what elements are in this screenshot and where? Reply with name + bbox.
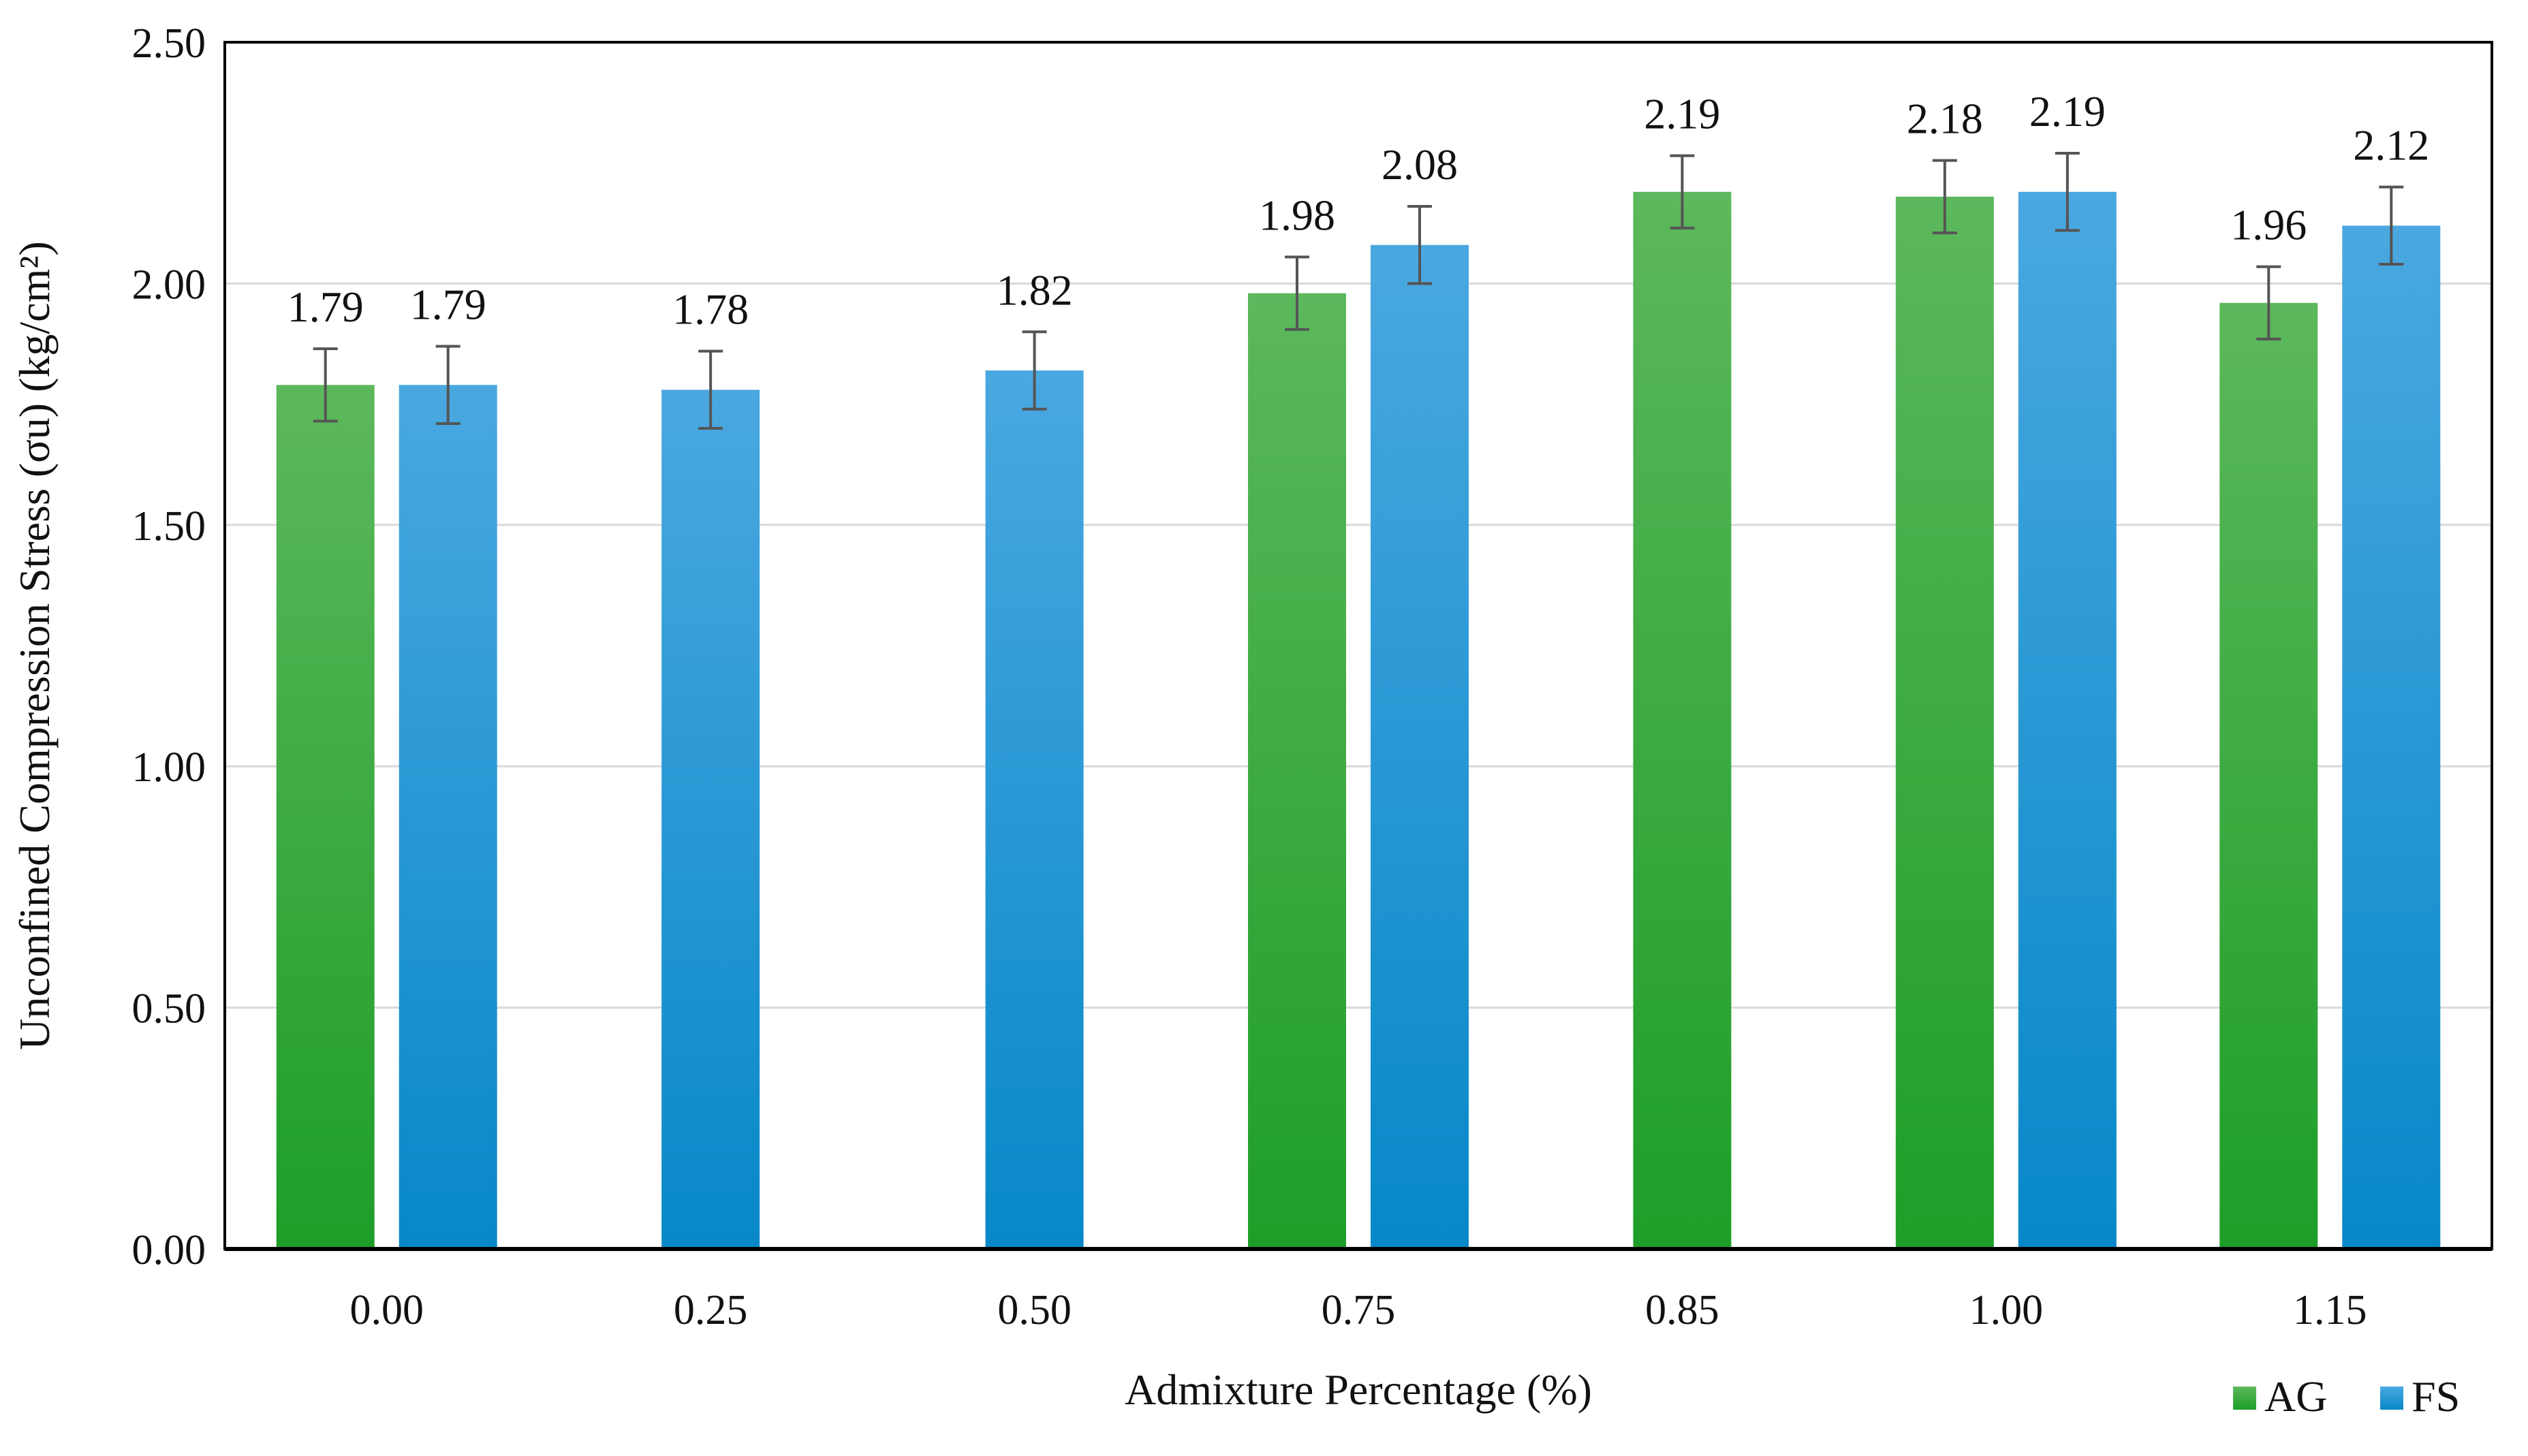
legend-item-fs: FS (2380, 1372, 2460, 1421)
bar-fs (2018, 191, 2117, 1249)
error-bar (1285, 255, 1309, 331)
y-tick-label: 1.00 (132, 744, 206, 791)
legend-item-ag: AG (2233, 1372, 2327, 1421)
x-tick-label: 0.75 (1322, 1287, 1396, 1333)
data-label: 2.18 (1907, 95, 1983, 143)
error-bars (313, 152, 2404, 430)
bar-ag (1633, 191, 1732, 1249)
y-tick-label: 2.00 (132, 262, 206, 308)
bar-fs (1371, 244, 1469, 1249)
data-label: 1.96 (2230, 201, 2307, 249)
data-label: 2.12 (2353, 121, 2429, 170)
data-label: 1.79 (287, 283, 364, 331)
data-label: 1.79 (410, 281, 486, 329)
legend-swatch (2233, 1387, 2256, 1410)
gridlines (225, 282, 2492, 1009)
error-bar (1407, 204, 1432, 285)
x-tick-label: 0.50 (997, 1287, 1072, 1333)
bar-fs (399, 385, 497, 1249)
legend-label: FS (2412, 1372, 2460, 1421)
error-bar (313, 347, 338, 423)
axes: 0.00 0.50 1.00 1.50 2.00 2.50 0.00 0.25 0.50 0.75… (132, 20, 2493, 1333)
data-label: 1.78 (672, 285, 749, 334)
error-bar (698, 349, 723, 430)
x-tick-label: 0.25 (674, 1287, 748, 1333)
error-bar (2055, 152, 2080, 232)
y-tick-label: 2.50 (132, 20, 206, 67)
data-label: 1.82 (997, 266, 1073, 314)
error-bar (435, 345, 461, 425)
data-label: 2.19 (1644, 90, 1720, 138)
bar-fs (985, 370, 1084, 1249)
error-bar (2256, 265, 2281, 341)
data-label: 2.19 (2029, 87, 2106, 136)
bars (276, 191, 2441, 1250)
x-tick-label: 1.00 (1969, 1287, 2044, 1333)
bar-ag (1895, 196, 1994, 1249)
bar-fs (661, 390, 760, 1250)
y-axis-title: Unconfined Compression Stress (σu) (kg/c… (10, 241, 59, 1050)
y-tick-label: 0.00 (132, 1227, 206, 1273)
error-bar (2379, 185, 2404, 266)
legend-swatch (2380, 1387, 2403, 1410)
error-bar (1022, 330, 1047, 411)
legend-label: AG (2264, 1372, 2327, 1421)
x-tick-label: 0.00 (349, 1287, 424, 1333)
x-tick-label: 1.15 (2293, 1287, 2367, 1333)
data-labels: 1.79 1.79 1.78 1.82 1.98 2.08 2.19 2.18 2.19 1.96… (287, 87, 2430, 334)
y-tick-label: 1.50 (132, 503, 206, 550)
bar-ag (276, 385, 375, 1249)
data-label: 2.08 (1382, 140, 1458, 189)
bar-ag (2219, 302, 2318, 1250)
error-bar (1670, 154, 1695, 230)
x-tick-label: 0.85 (1645, 1287, 1719, 1333)
legend: AG FS (2233, 1372, 2460, 1421)
error-bar (1932, 159, 1957, 234)
plot-frame (223, 41, 2493, 1250)
bar-fs (2342, 225, 2441, 1249)
data-label: 1.98 (1259, 191, 1335, 239)
bar-ag (1248, 293, 1346, 1250)
x-axis-title: Admixture Percentage (%) (1125, 1365, 1592, 1414)
y-tick-label: 0.50 (132, 986, 206, 1032)
